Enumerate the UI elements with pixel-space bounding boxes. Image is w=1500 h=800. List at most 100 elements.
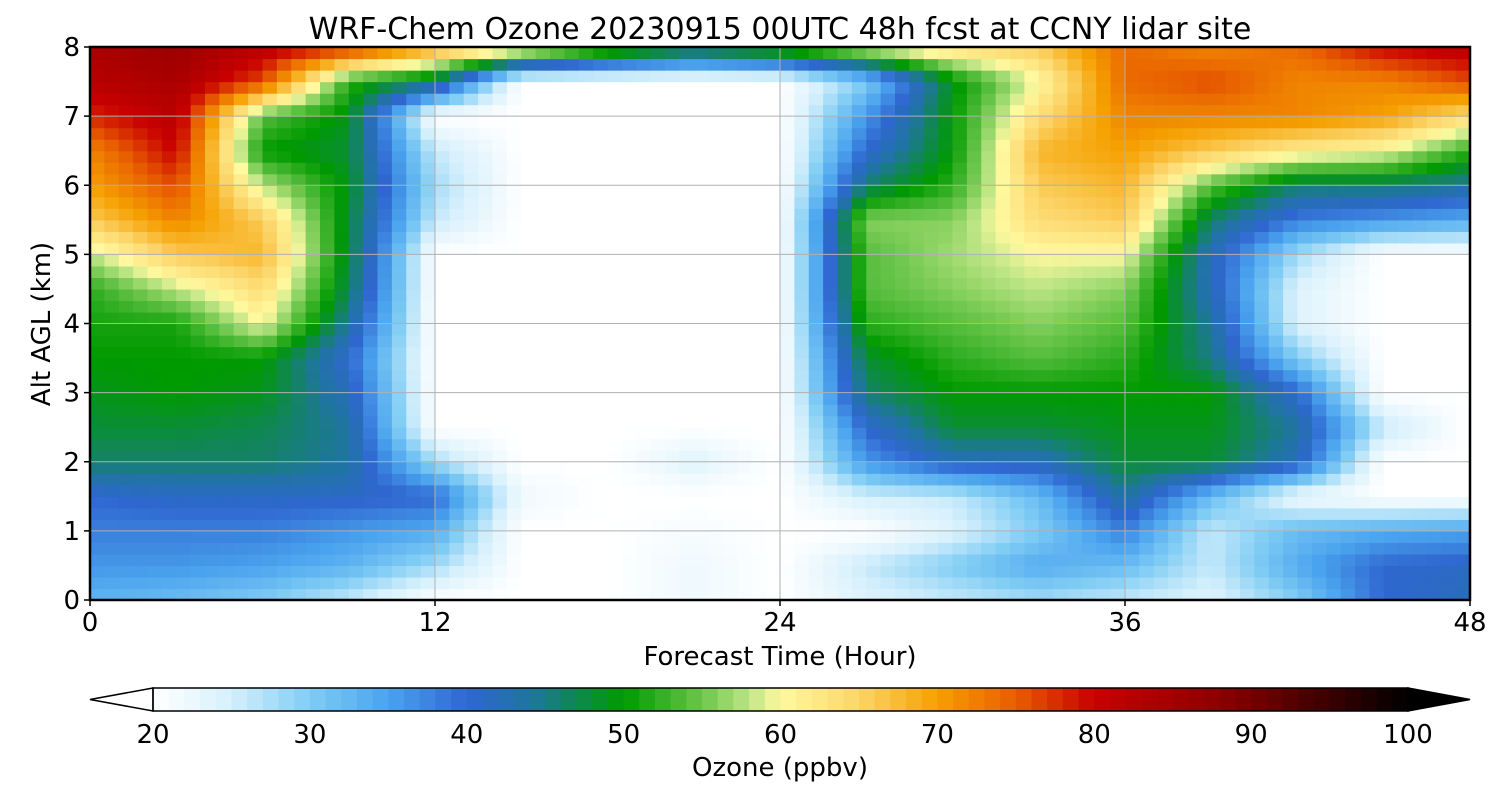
heatmap-cell bbox=[1412, 415, 1428, 428]
heatmap-cell bbox=[564, 484, 580, 497]
heatmap-cell bbox=[794, 415, 810, 428]
heatmap-cell bbox=[1110, 58, 1126, 71]
heatmap-cell bbox=[420, 381, 436, 394]
heatmap-cell bbox=[248, 254, 264, 267]
heatmap-cell bbox=[176, 542, 192, 555]
heatmap-cell bbox=[607, 127, 623, 140]
heatmap-cell bbox=[1067, 139, 1083, 152]
heatmap-cell bbox=[1139, 70, 1155, 83]
heatmap-cell bbox=[506, 530, 522, 543]
heatmap-cell bbox=[406, 242, 422, 255]
heatmap-cell bbox=[262, 196, 278, 209]
heatmap-cell bbox=[1125, 346, 1140, 359]
heatmap-cell bbox=[938, 265, 954, 279]
heatmap-cell bbox=[377, 346, 393, 359]
heatmap-cell bbox=[578, 208, 594, 221]
heatmap-cell bbox=[751, 116, 767, 129]
heatmap-cell bbox=[377, 565, 393, 578]
heatmap-cell bbox=[650, 58, 666, 71]
heatmap-cell bbox=[377, 369, 393, 382]
heatmap-cell bbox=[1153, 484, 1169, 497]
heatmap-cell bbox=[406, 173, 422, 186]
heatmap-cell bbox=[578, 369, 594, 382]
heatmap-cell bbox=[851, 588, 867, 600]
y-tick-label: 0 bbox=[63, 586, 80, 616]
heatmap-cell bbox=[1383, 507, 1399, 520]
heatmap-cell bbox=[751, 542, 767, 555]
heatmap-cell bbox=[406, 519, 422, 532]
heatmap-cell bbox=[679, 519, 695, 532]
heatmap-cell bbox=[334, 519, 350, 532]
heatmap-cell bbox=[923, 473, 939, 486]
heatmap-cell bbox=[1225, 358, 1241, 371]
heatmap-cell bbox=[593, 93, 609, 106]
heatmap-cell bbox=[363, 254, 379, 267]
heatmap-cell bbox=[981, 81, 997, 94]
heatmap-cell bbox=[966, 139, 982, 152]
heatmap-cell bbox=[1311, 461, 1327, 474]
heatmap-cell bbox=[377, 381, 393, 394]
heatmap-cell bbox=[1067, 47, 1083, 60]
heatmap-cell bbox=[1412, 588, 1428, 600]
heatmap-cell bbox=[435, 254, 450, 267]
heatmap-cell bbox=[1355, 196, 1370, 209]
heatmap-cell bbox=[736, 519, 752, 532]
heatmap-cell bbox=[406, 254, 422, 267]
heatmap-cell bbox=[521, 173, 537, 186]
heatmap-cell bbox=[736, 438, 752, 451]
heatmap-cell bbox=[1441, 484, 1457, 497]
heatmap-cell bbox=[851, 93, 867, 106]
heatmap-cell bbox=[420, 484, 436, 497]
heatmap-cell bbox=[377, 461, 393, 474]
heatmap-cell bbox=[1326, 381, 1342, 394]
heatmap-cell bbox=[550, 427, 565, 440]
heatmap-cell bbox=[463, 47, 479, 60]
heatmap-cell bbox=[1053, 392, 1069, 405]
heatmap-cell bbox=[1268, 427, 1284, 440]
heatmap-cell bbox=[1441, 58, 1457, 71]
heatmap-cell bbox=[751, 208, 767, 221]
heatmap-cell bbox=[492, 450, 508, 463]
heatmap-cell bbox=[90, 116, 105, 129]
heatmap-cell bbox=[377, 93, 393, 106]
colorbar-segment bbox=[1392, 688, 1409, 711]
heatmap-cell bbox=[981, 265, 997, 279]
heatmap-cell bbox=[478, 323, 494, 336]
heatmap-cell bbox=[377, 415, 393, 428]
heatmap-cell bbox=[104, 473, 120, 486]
heatmap-cell bbox=[104, 116, 120, 129]
heatmap-cell bbox=[837, 450, 853, 463]
heatmap-cell bbox=[291, 173, 307, 186]
heatmap-cell bbox=[420, 335, 436, 348]
heatmap-cell bbox=[104, 542, 120, 555]
heatmap-cell bbox=[909, 196, 925, 209]
heatmap-cell bbox=[1254, 162, 1270, 175]
heatmap-cell bbox=[550, 208, 565, 221]
heatmap-cell bbox=[1311, 323, 1327, 336]
heatmap-cell bbox=[377, 507, 393, 520]
heatmap-cell bbox=[435, 461, 450, 474]
colorbar-tick-label: 60 bbox=[764, 720, 797, 750]
heatmap-cell bbox=[866, 427, 882, 440]
heatmap-cell bbox=[506, 219, 522, 232]
heatmap-cell bbox=[938, 404, 954, 417]
heatmap-cell bbox=[1297, 484, 1313, 497]
heatmap-cell bbox=[1096, 139, 1112, 152]
heatmap-cell bbox=[262, 300, 278, 313]
heatmap-cell bbox=[1081, 473, 1097, 486]
heatmap-cell bbox=[305, 93, 321, 106]
heatmap-cell bbox=[665, 507, 680, 520]
heatmap-cell bbox=[794, 81, 810, 94]
heatmap-cell bbox=[118, 162, 134, 175]
heatmap-cell bbox=[320, 231, 335, 244]
heatmap-cell bbox=[808, 438, 824, 451]
heatmap-cell bbox=[406, 265, 422, 279]
heatmap-cell bbox=[1024, 150, 1040, 163]
chart-title: WRF-Chem Ozone 20230915 00UTC 48h fcst a… bbox=[309, 12, 1252, 47]
heatmap-cell bbox=[981, 70, 997, 83]
heatmap-cell bbox=[1283, 323, 1299, 336]
heatmap-cell bbox=[1283, 162, 1299, 175]
heatmap-cell bbox=[90, 415, 105, 428]
heatmap-cell bbox=[1139, 381, 1155, 394]
heatmap-cell bbox=[320, 70, 335, 83]
